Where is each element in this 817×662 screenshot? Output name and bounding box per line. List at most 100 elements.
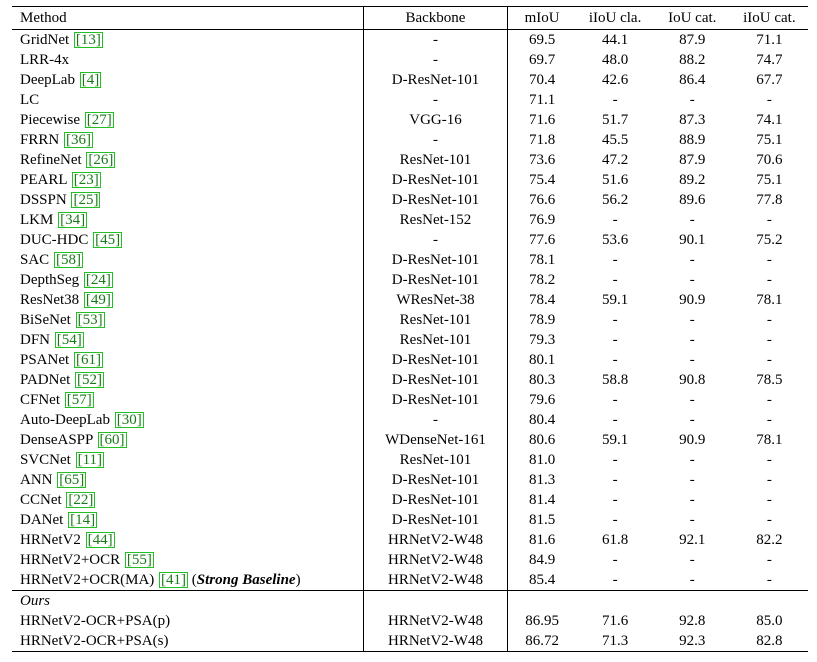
citation-link[interactable]: [58] — [53, 251, 83, 268]
table-row: LKM [34] ResNet-152 76.9- - - — [12, 210, 808, 230]
miou-cell: 78.2 — [528, 271, 556, 288]
iiou-cla-cell: - — [612, 411, 618, 428]
backbone-cell: VGG-16 — [363, 110, 508, 130]
miou-cell: 69.5 — [528, 31, 556, 48]
citation-link[interactable]: [36] — [63, 131, 93, 148]
iou-cat-cell: - — [689, 391, 695, 408]
iiou-cat-cell: 71.1 — [756, 31, 783, 48]
iou-cat-cell: 86.4 — [679, 71, 706, 88]
method-cell: BiSeNet [53] — [12, 310, 365, 330]
iiou-cat-cell: - — [766, 311, 772, 328]
citation-link[interactable]: [53] — [75, 311, 105, 328]
citation-number: 11 — [82, 451, 98, 468]
ours-row: HRNetV2-OCR+PSA(p) HRNetV2-W48 86.95 71.6 92… — [12, 611, 808, 631]
backbone-cell: D-ResNet-101 — [363, 250, 508, 270]
method-name: HRNetV2+OCR — [20, 551, 121, 568]
table-row: DFN [54] ResNet-101 79.3- - - — [12, 330, 808, 350]
ours-label: Ours — [12, 590, 365, 611]
iiou-cat-cell: - — [766, 211, 772, 228]
citation-link[interactable]: [54] — [54, 331, 84, 348]
backbone-cell: - — [363, 90, 508, 110]
citation-link[interactable]: [24] — [83, 271, 113, 288]
iou-cat-cell: 87.9 — [679, 151, 706, 168]
iiou-cla-cell: - — [612, 511, 618, 528]
iiou-cla-cell: 61.8 — [601, 531, 629, 548]
citation-link[interactable]: [65] — [57, 471, 87, 488]
miou-cell: 81.4 — [528, 491, 556, 508]
miou-cell: 71.8 — [528, 131, 556, 148]
citation-link[interactable]: [26] — [86, 151, 116, 168]
citation-link[interactable]: [41] — [159, 571, 189, 588]
miou-cell: 79.6 — [528, 391, 556, 408]
iiou-cat-cell: - — [766, 331, 772, 348]
miou-cell: 80.3 — [528, 371, 556, 388]
method-cell: PSANet [61] — [12, 350, 365, 370]
table-row: HRNetV2+OCR [55] HRNetV2-W48 84.9- - - — [12, 550, 808, 570]
citation-link[interactable]: [4] — [79, 71, 102, 88]
iiou-cat-cell: - — [766, 391, 772, 408]
backbone-cell: - — [363, 29, 508, 50]
table-row: DenseASPP [60] WDenseNet-161 80.6 59.1 90.9 7… — [12, 430, 808, 450]
miou-cell: 73.6 — [528, 151, 556, 168]
miou-cell: 71.6 — [528, 111, 556, 128]
citation-number: 23 — [78, 171, 94, 188]
table-row: ANN [65] D-ResNet-101 81.3- - - — [12, 470, 808, 490]
citation-link[interactable]: [61] — [73, 351, 103, 368]
method-cell: CFNet [57] — [12, 390, 365, 410]
citation-link[interactable]: [13] — [73, 31, 103, 48]
miou-cell: 71.1 — [528, 91, 556, 108]
citation-link[interactable]: [14] — [68, 511, 98, 528]
citation-link[interactable]: [22] — [66, 491, 96, 508]
miou-cell: 76.6 — [528, 191, 556, 208]
iou-cat-cell: - — [689, 211, 695, 228]
method-name: SAC — [20, 251, 50, 268]
citation-number: 26 — [93, 151, 109, 168]
miou-cell: 86.95 — [525, 612, 559, 629]
table-row: SVCNet [11] ResNet-101 81.0- - - — [12, 450, 808, 470]
miou-cell: 70.4 — [528, 71, 556, 88]
citation-link[interactable]: [49] — [83, 291, 113, 308]
citation-link[interactable]: [44] — [85, 531, 115, 548]
method-name: ANN — [20, 471, 53, 488]
method-cell: HRNetV2+OCR [55] — [12, 550, 365, 570]
citation-link[interactable]: [27] — [84, 111, 114, 128]
header-backbone: Backbone — [363, 6, 508, 30]
method-cell: LKM [34] — [12, 210, 365, 230]
method-cell: DSSPN [25] — [12, 190, 365, 210]
table-row: DANet [14] D-ResNet-101 81.5- - - — [12, 510, 808, 530]
miou-cell: 76.9 — [528, 211, 556, 228]
iiou-cat-cell: - — [766, 571, 772, 588]
citation-link[interactable]: [30] — [114, 411, 144, 428]
table-row: PADNet [52] D-ResNet-101 80.3 58.8 90.8 78.5 — [12, 370, 808, 390]
citation-link[interactable]: [11] — [75, 451, 105, 468]
iou-cat-cell: 92.1 — [679, 531, 706, 548]
table-row: CCNet [22] D-ResNet-101 81.4- - - — [12, 490, 808, 510]
backbone-cell: D-ResNet-101 — [363, 350, 508, 370]
miou-cell: 81.5 — [528, 511, 556, 528]
citation-link[interactable]: [34] — [58, 211, 88, 228]
table-row: DUC-HDC [45] -77.6 53.6 90.1 75.2 — [12, 230, 808, 250]
ours-rows: Ours HRNetV2-OCR+PSA(p) HRNetV2-W48 86.95 7… — [12, 590, 808, 652]
method-cell: LRR-4x — [12, 50, 365, 70]
citation-link[interactable]: [52] — [75, 371, 105, 388]
citation-link[interactable]: [57] — [64, 391, 94, 408]
citation-number: 25 — [78, 191, 94, 208]
citation-link[interactable]: [55] — [124, 551, 154, 568]
method-cell: HRNetV2 [44] — [12, 530, 365, 550]
citation-link[interactable]: [45] — [93, 231, 123, 248]
header-row: Method Backbone mIoU iIoU cla. IoU cat. … — [12, 6, 808, 30]
method-cell: ANN [65] — [12, 470, 365, 490]
citation-link[interactable]: [25] — [71, 191, 101, 208]
header-iou-cat: IoU cat. — [668, 9, 717, 26]
citation-link[interactable]: [60] — [97, 431, 127, 448]
iiou-cla-cell: - — [612, 471, 618, 488]
citation-link[interactable]: [23] — [71, 171, 101, 188]
method-cell: DenseASPP [60] — [12, 430, 365, 450]
iiou-cat-cell: - — [766, 471, 772, 488]
table-row: BiSeNet [53] ResNet-101 78.9- - - — [12, 310, 808, 330]
method-name: HRNetV2-OCR+PSA(p) — [12, 611, 365, 631]
iiou-cla-cell: - — [612, 311, 618, 328]
header-miou: mIoU — [524, 9, 560, 26]
iiou-cla-cell: 58.8 — [601, 371, 629, 388]
baseline-rows: GridNet [13] -69.5 44.1 87.9 71.1 LRR-4x -69.7… — [12, 29, 808, 591]
